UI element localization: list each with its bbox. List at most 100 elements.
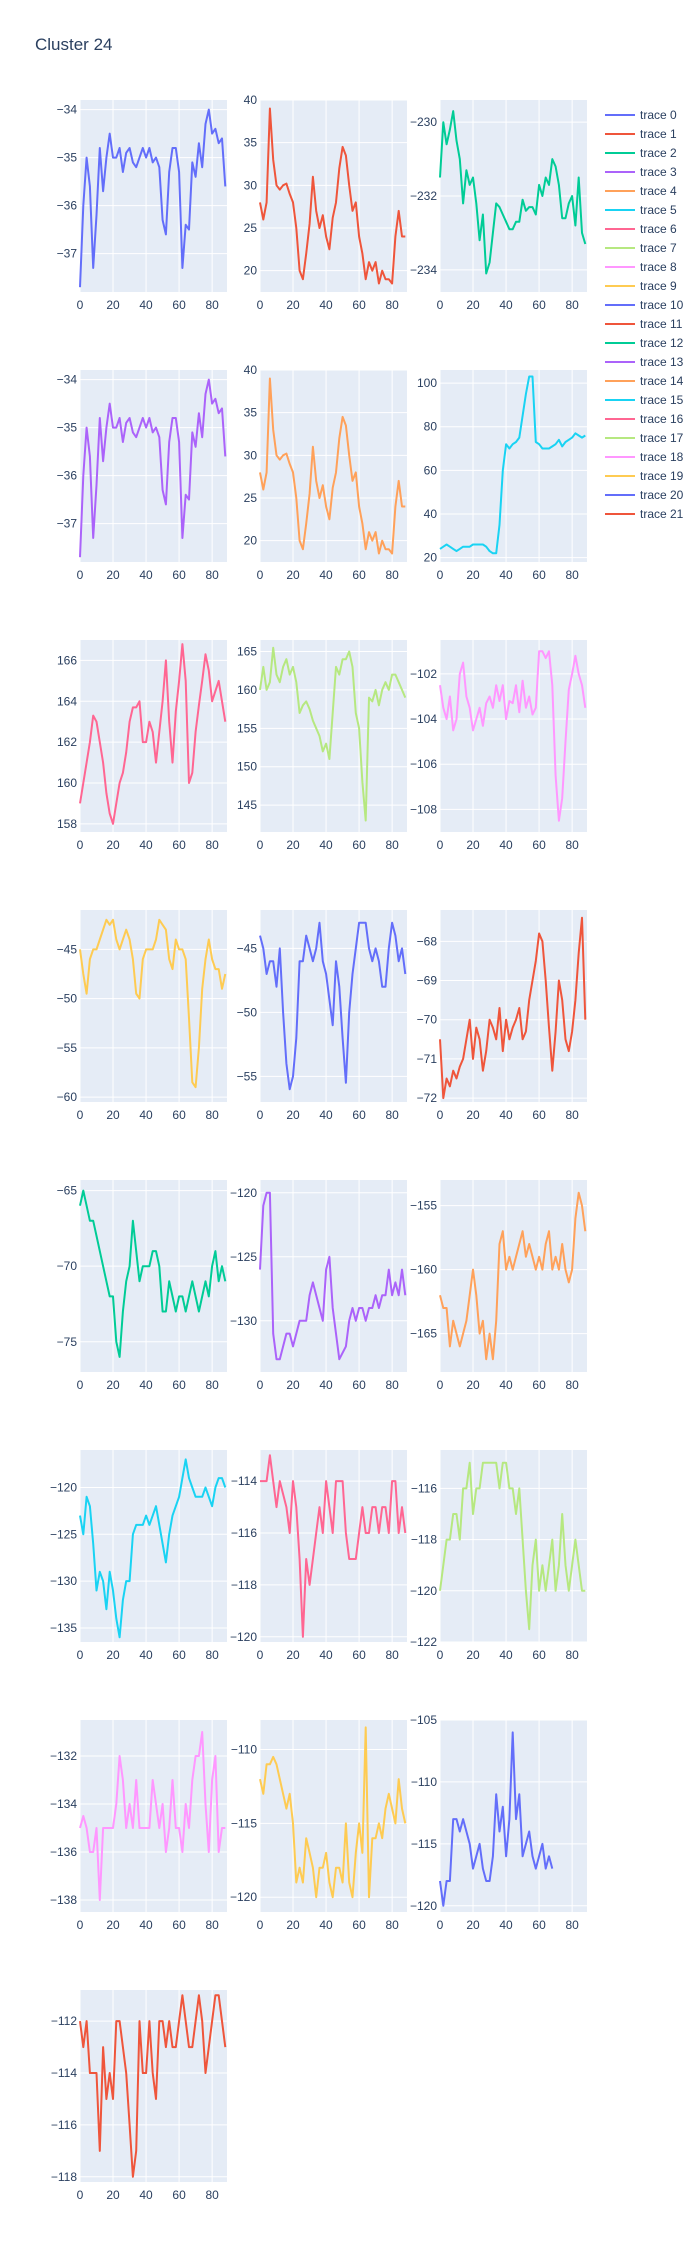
legend-item-15[interactable]: trace 15: [605, 393, 684, 407]
legend-item-17[interactable]: trace 17: [605, 431, 684, 445]
y-tick-label: 25: [244, 221, 258, 235]
legend-item-19[interactable]: trace 19: [605, 469, 684, 483]
legend-item-0[interactable]: trace 0: [605, 108, 677, 122]
legend-item-8[interactable]: trace 8: [605, 260, 677, 274]
plot-area: [440, 910, 587, 1102]
x-tick-label: 80: [565, 298, 579, 312]
x-tick-label: 0: [77, 2188, 84, 2202]
legend-item-11[interactable]: trace 11: [605, 317, 683, 331]
x-tick-label: 40: [319, 1648, 333, 1662]
y-tick-label: 160: [57, 776, 77, 790]
x-tick-label: 20: [286, 1378, 300, 1392]
subplot-11: 0 20 40 60 80 −68 −69 −70 −71 −72: [417, 910, 587, 1122]
legend-label: trace 16: [640, 412, 684, 426]
x-tick-label: 80: [205, 1918, 219, 1932]
subplot-12: 0 20 40 60 80 −65 −70 −75: [57, 1180, 227, 1392]
y-tick-label: −155: [410, 1199, 437, 1213]
legend[interactable]: trace 0 trace 1 trace 2 trace 3 trace 4 trace…: [605, 108, 684, 521]
legend-item-12[interactable]: trace 12: [605, 336, 684, 350]
y-tick-label: 160: [237, 683, 257, 697]
x-tick-label: 60: [352, 1378, 366, 1392]
x-tick-label: 80: [565, 838, 579, 852]
legend-label: trace 11: [640, 317, 683, 331]
x-tick-label: 60: [352, 1918, 366, 1932]
x-tick-label: 0: [437, 298, 444, 312]
legend-item-6[interactable]: trace 6: [605, 222, 677, 236]
x-tick-label: 60: [172, 2188, 186, 2202]
subplot-21: 0 20 40 60 80 −112 −114 −116 −118: [51, 1990, 227, 2202]
plot-area: [80, 1720, 227, 1912]
x-tick-label: 40: [139, 298, 153, 312]
plot-area: [440, 1450, 587, 1642]
subplot-5: 0 20 40 60 80 20 40 60 80 100: [417, 370, 587, 582]
y-tick-label: −36: [57, 199, 78, 213]
legend-label: trace 19: [640, 469, 684, 483]
plot-area: [260, 1720, 407, 1912]
subplot-19: 0 20 40 60 80 −110 −115 −120: [230, 1720, 407, 1932]
x-tick-label: 40: [499, 1378, 513, 1392]
legend-item-16[interactable]: trace 16: [605, 412, 684, 426]
subplot-7: 0 20 40 60 80 145 150 155 160 165: [237, 640, 407, 852]
x-tick-label: 60: [172, 1108, 186, 1122]
y-tick-label: −68: [417, 934, 438, 948]
legend-item-7[interactable]: trace 7: [605, 241, 677, 255]
x-tick-label: 20: [286, 568, 300, 582]
legend-label: trace 5: [640, 203, 677, 217]
legend-item-4[interactable]: trace 4: [605, 184, 677, 198]
legend-item-1[interactable]: trace 1: [605, 127, 677, 141]
legend-item-13[interactable]: trace 13: [605, 355, 684, 369]
x-tick-label: 80: [565, 1648, 579, 1662]
y-tick-label: −65: [57, 1184, 78, 1198]
x-tick-label: 40: [499, 1108, 513, 1122]
legend-item-14[interactable]: trace 14: [605, 374, 684, 388]
y-tick-label: 100: [417, 376, 437, 390]
legend-item-21[interactable]: trace 21: [605, 507, 684, 521]
legend-item-2[interactable]: trace 2: [605, 146, 677, 160]
x-tick-label: 60: [352, 838, 366, 852]
y-tick-label: −105: [410, 1713, 437, 1727]
x-tick-label: 20: [106, 1918, 120, 1932]
y-tick-label: 40: [244, 93, 258, 107]
plot-area: [260, 100, 407, 292]
y-tick-label: −118: [231, 1578, 257, 1592]
subplot-6: 0 20 40 60 80 158 160 162 164 166: [57, 640, 227, 852]
series-line-15: [79, 1458, 227, 1639]
x-tick-label: 0: [437, 1378, 444, 1392]
x-tick-label: 80: [205, 1378, 219, 1392]
legend-label: trace 3: [640, 165, 677, 179]
x-tick-label: 60: [532, 298, 546, 312]
legend-item-3[interactable]: trace 3: [605, 165, 677, 179]
y-tick-label: −69: [417, 974, 438, 988]
legend-item-18[interactable]: trace 18: [605, 450, 684, 464]
chart-title: Cluster 24: [35, 35, 112, 54]
x-tick-label: 0: [257, 1648, 264, 1662]
x-tick-label: 60: [532, 1378, 546, 1392]
series-line-10: [259, 921, 407, 1091]
y-tick-label: −118: [411, 1533, 437, 1547]
y-tick-label: −110: [411, 1775, 437, 1789]
y-tick-label: −120: [230, 1186, 257, 1200]
x-tick-label: 60: [172, 298, 186, 312]
x-tick-label: 40: [319, 298, 333, 312]
x-tick-label: 0: [257, 1918, 264, 1932]
x-tick-label: 80: [385, 838, 399, 852]
legend-item-10[interactable]: trace 10: [605, 298, 684, 312]
legend-item-5[interactable]: trace 5: [605, 203, 677, 217]
y-tick-label: −34: [57, 373, 78, 387]
x-tick-label: 40: [139, 1918, 153, 1932]
x-tick-label: 40: [139, 1648, 153, 1662]
x-tick-label: 60: [532, 1918, 546, 1932]
x-tick-label: 40: [139, 2188, 153, 2202]
y-tick-label: −70: [417, 1013, 438, 1027]
y-tick-label: 40: [424, 507, 438, 521]
x-tick-label: 0: [77, 1648, 84, 1662]
y-tick-label: −165: [410, 1327, 437, 1341]
subplot-0: 0 20 40 60 80 −34 −35 −36 −37: [57, 100, 227, 312]
x-tick-label: 0: [77, 1378, 84, 1392]
legend-item-20[interactable]: trace 20: [605, 488, 684, 502]
x-tick-label: 80: [205, 1108, 219, 1122]
legend-item-9[interactable]: trace 9: [605, 279, 677, 293]
x-tick-label: 60: [172, 1378, 186, 1392]
x-tick-label: 80: [565, 1108, 579, 1122]
y-tick-label: 164: [57, 694, 77, 708]
